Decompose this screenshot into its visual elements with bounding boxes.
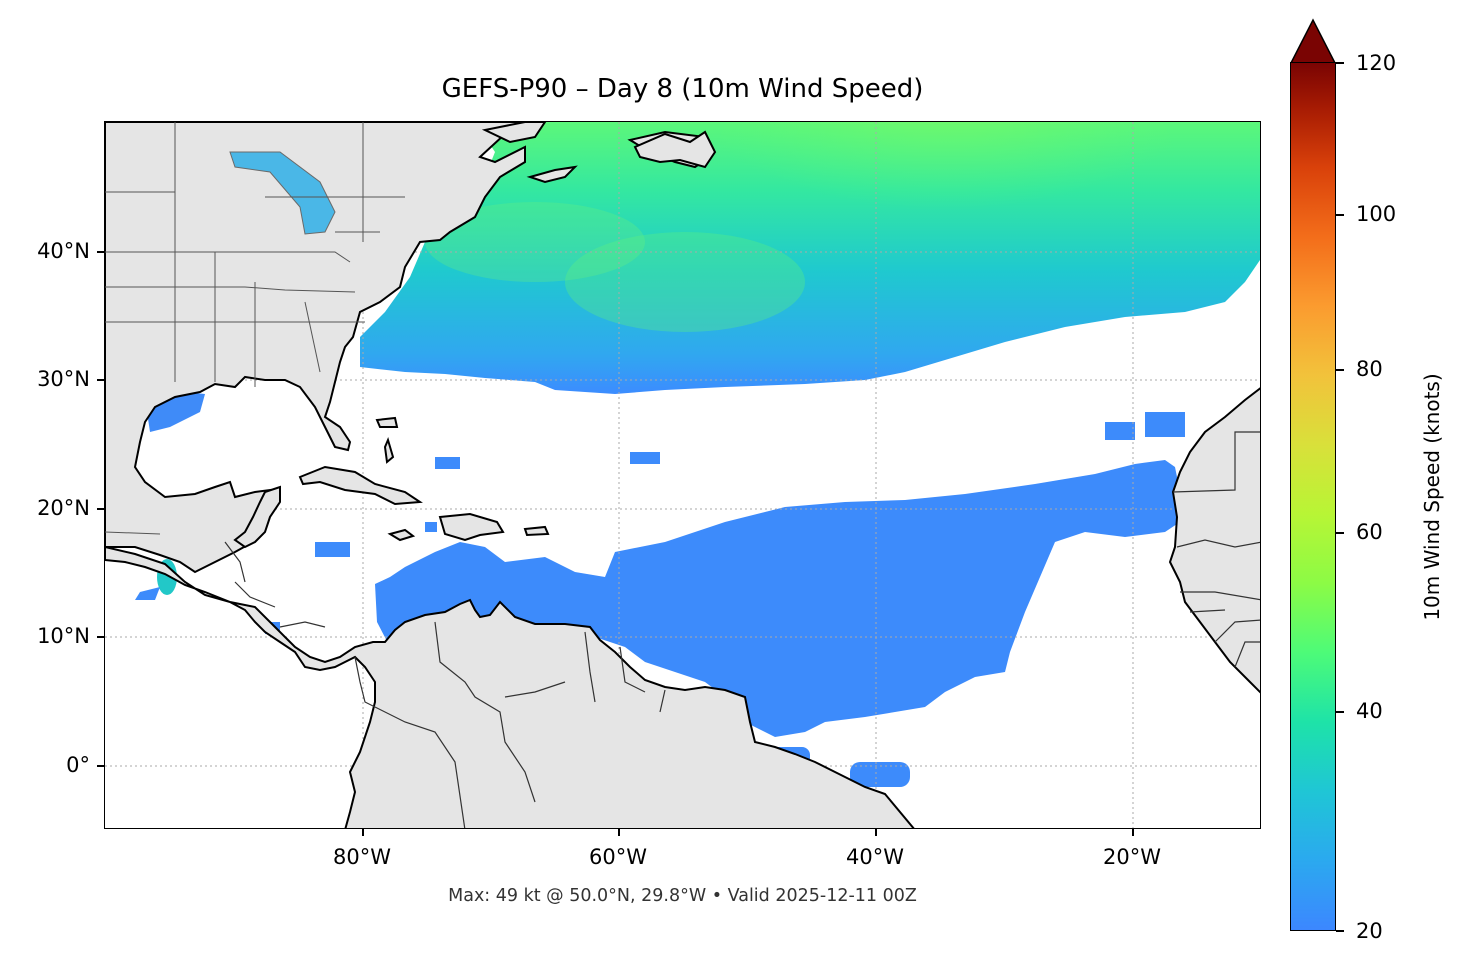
y-tick-label: 10°N <box>37 624 90 648</box>
y-tick-mark <box>97 508 104 510</box>
x-tick-mark <box>618 829 620 836</box>
y-tick-label: 30°N <box>37 367 90 391</box>
y-tick-mark <box>97 765 104 767</box>
x-tick-mark <box>1132 829 1134 836</box>
colorbar-extend-max-arrow <box>1290 18 1336 63</box>
colorbar-tick-label: 60 <box>1356 520 1383 544</box>
colorbar-label: 10m Wind Speed (knots) <box>1420 373 1444 621</box>
state-borders <box>105 122 405 535</box>
x-tick-label: 40°W <box>846 845 904 869</box>
x-tick-mark <box>875 829 877 836</box>
africa-borders <box>1172 431 1260 668</box>
colorbar-tick-label: 80 <box>1356 357 1383 381</box>
x-tick-label: 20°W <box>1103 845 1161 869</box>
colorbar-tick-label: 40 <box>1356 699 1383 723</box>
colorbar <box>1290 62 1336 931</box>
colorbar-tick-mark <box>1336 62 1344 64</box>
x-tick-label: 80°W <box>333 845 391 869</box>
land-canada-maritimes <box>633 130 717 169</box>
y-tick-label: 20°N <box>37 496 90 520</box>
y-tick-mark <box>97 636 104 638</box>
y-tick-mark <box>97 251 104 253</box>
x-tick-label: 60°W <box>589 845 647 869</box>
great-lakes <box>229 151 336 235</box>
colorbar-tick-mark <box>1336 532 1344 534</box>
figure-title: GEFS-P90 – Day 8 (10m Wind Speed) <box>441 74 924 104</box>
colorbar-tick-mark <box>1336 711 1344 713</box>
land-west-africa <box>1168 387 1260 694</box>
colorbar-tick-label: 100 <box>1356 202 1397 226</box>
map-axes <box>104 121 1261 829</box>
country-borders <box>224 541 666 828</box>
colorbar-tick-mark <box>1336 214 1344 216</box>
caribbean-islands <box>298 416 550 542</box>
colorbar-tick-mark <box>1336 369 1344 371</box>
wind-field-north-atlantic <box>360 122 1260 394</box>
y-tick-label: 40°N <box>37 239 90 263</box>
colorbar-tick-mark <box>1336 930 1344 932</box>
y-tick-label: 0° <box>66 753 90 777</box>
y-tick-mark <box>97 379 104 381</box>
land-central-south-america <box>105 485 915 828</box>
max-value-annotation: Max: 49 kt @ 50.0°N, 29.8°W • Valid 2025… <box>448 886 917 906</box>
colorbar-tick-label: 120 <box>1356 51 1397 75</box>
map-canvas <box>105 122 1260 828</box>
colorbar-tick-label: 20 <box>1356 919 1383 943</box>
x-tick-mark <box>362 829 364 836</box>
